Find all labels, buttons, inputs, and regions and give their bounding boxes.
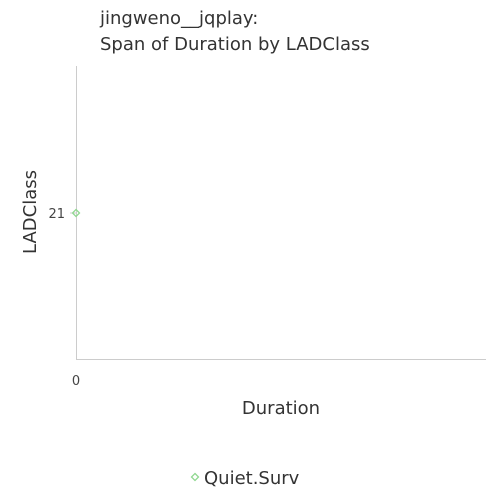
legend-diamond-icon xyxy=(190,472,200,482)
legend-item-label[interactable]: Quiet.Surv xyxy=(204,468,300,489)
y-axis-title: LADClass xyxy=(20,170,41,254)
y-ticks: 21 xyxy=(48,207,76,222)
chart-title-line-1: jingweno__jqplay: xyxy=(99,8,258,29)
data-point[interactable] xyxy=(71,208,81,218)
plot-area xyxy=(76,66,486,360)
chart-title: jingweno__jqplay: Span of Duration by LA… xyxy=(99,8,370,55)
data-marks xyxy=(71,208,81,218)
chart-title-line-2: Span of Duration by LADClass xyxy=(100,34,370,55)
legend: Quiet.Surv xyxy=(190,468,300,489)
y-tick-label: 21 xyxy=(48,207,65,222)
x-ticks: 0 xyxy=(72,374,80,389)
x-axis-title: Duration xyxy=(242,398,320,419)
x-tick-label: 0 xyxy=(72,374,80,389)
